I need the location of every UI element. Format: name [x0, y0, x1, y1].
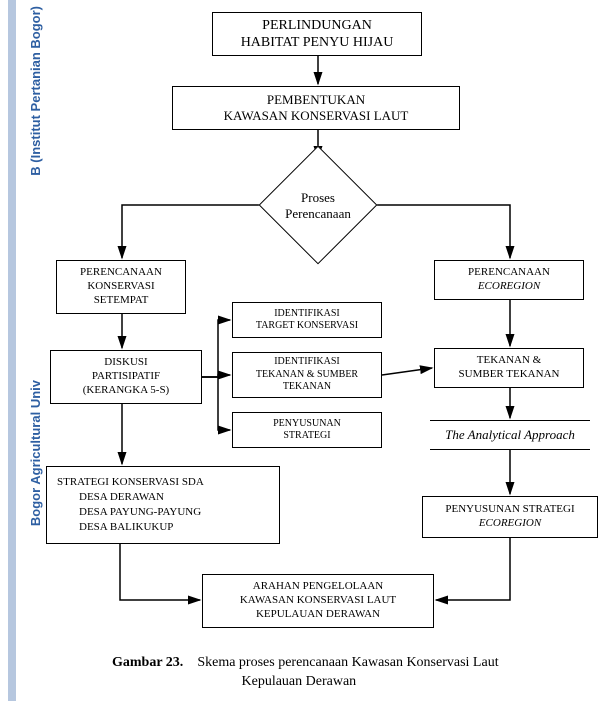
text: KONSERVASI: [87, 280, 154, 294]
text: HABITAT PENYU HIJAU: [241, 34, 394, 52]
text: ECOREGION: [478, 280, 540, 294]
text: IDENTIFIKASI: [274, 356, 340, 369]
node-analytical-approach: The Analytical Approach: [430, 420, 590, 450]
caption-text1: Skema proses perencanaan Kawasan Konserv…: [197, 655, 498, 670]
text: TEKANAN &: [477, 354, 541, 368]
text: PERENCANAAN: [468, 266, 550, 280]
sidebar-watermark: B (Institut Pertanian Bogor) Bogor Agric…: [28, 0, 48, 701]
node-left2: DISKUSI PARTISIPATIF (KERANGKA 5-S): [50, 350, 202, 404]
node-right4: PENYUSUNAN STRATEGI ECOREGION: [422, 496, 598, 538]
node-diamond: [259, 146, 378, 265]
sidebar-text-top: B (Institut Pertanian Bogor): [28, 6, 43, 176]
text: (KERANGKA 5-S): [83, 384, 169, 398]
node-mid3: PENYUSUNAN STRATEGI: [232, 412, 382, 448]
text: SUMBER TEKANAN: [459, 368, 560, 382]
text: PENYUSUNAN STRATEGI: [445, 503, 574, 517]
text: KAWASAN KONSERVASI LAUT: [224, 108, 409, 124]
text: The Analytical Approach: [445, 427, 575, 442]
figure-caption: Gambar 23. Skema proses perencanaan Kawa…: [112, 654, 592, 692]
text: PEMBENTUKAN: [267, 92, 365, 108]
text: DESA DERAWAN: [57, 490, 269, 505]
text: DESA PAYUNG-PAYUNG: [57, 505, 269, 520]
text: PERLINDUNGAN: [262, 17, 372, 35]
node-left1: PERENCANAAN KONSERVASI SETEMPAT: [56, 260, 186, 314]
caption-label: Gambar 23.: [112, 655, 183, 670]
node-pembentukan: PEMBENTUKAN KAWASAN KONSERVASI LAUT: [172, 86, 460, 130]
caption-text2: Kepulauan Derawan: [242, 674, 357, 689]
text: STRATEGI KONSERVASI SDA: [57, 475, 269, 490]
text: PENYUSUNAN: [273, 418, 341, 431]
diagram-canvas: PERLINDUNGAN HABITAT PENYU HIJAU PEMBENT…: [50, 0, 601, 701]
node-perlindungan: PERLINDUNGAN HABITAT PENYU HIJAU: [212, 12, 422, 56]
sidebar-text-bottom: Bogor Agricultural Univ: [28, 380, 43, 526]
node-mid2: IDENTIFIKASI TEKANAN & SUMBER TEKANAN: [232, 352, 382, 398]
node-mid1: IDENTIFIKASI TARGET KONSERVASI: [232, 302, 382, 338]
node-bottom: ARAHAN PENGELOLAAN KAWASAN KONSERVASI LA…: [202, 574, 434, 628]
text: KAWASAN KONSERVASI LAUT: [240, 594, 396, 608]
text: PARTISIPATIF: [92, 370, 160, 384]
text: KEPULAUAN DERAWAN: [256, 608, 380, 622]
text: STRATEGI: [283, 430, 330, 443]
text: SETEMPAT: [94, 294, 149, 308]
text: ECOREGION: [479, 517, 541, 531]
text: TARGET KONSERVASI: [256, 320, 358, 333]
node-right1: PERENCANAAN ECOREGION: [434, 260, 584, 300]
sidebar-bar: [8, 0, 16, 701]
text: IDENTIFIKASI: [274, 308, 340, 321]
node-right2: TEKANAN & SUMBER TEKANAN: [434, 348, 584, 388]
text: PERENCANAAN: [80, 266, 162, 280]
text: DISKUSI: [104, 356, 147, 370]
text: ARAHAN PENGELOLAAN: [253, 580, 383, 594]
text: TEKANAN & SUMBER: [256, 369, 358, 382]
text: TEKANAN: [283, 381, 331, 394]
node-strategi: STRATEGI KONSERVASI SDA DESA DERAWAN DES…: [46, 466, 280, 544]
text: DESA BALIKUKUP: [57, 520, 269, 535]
